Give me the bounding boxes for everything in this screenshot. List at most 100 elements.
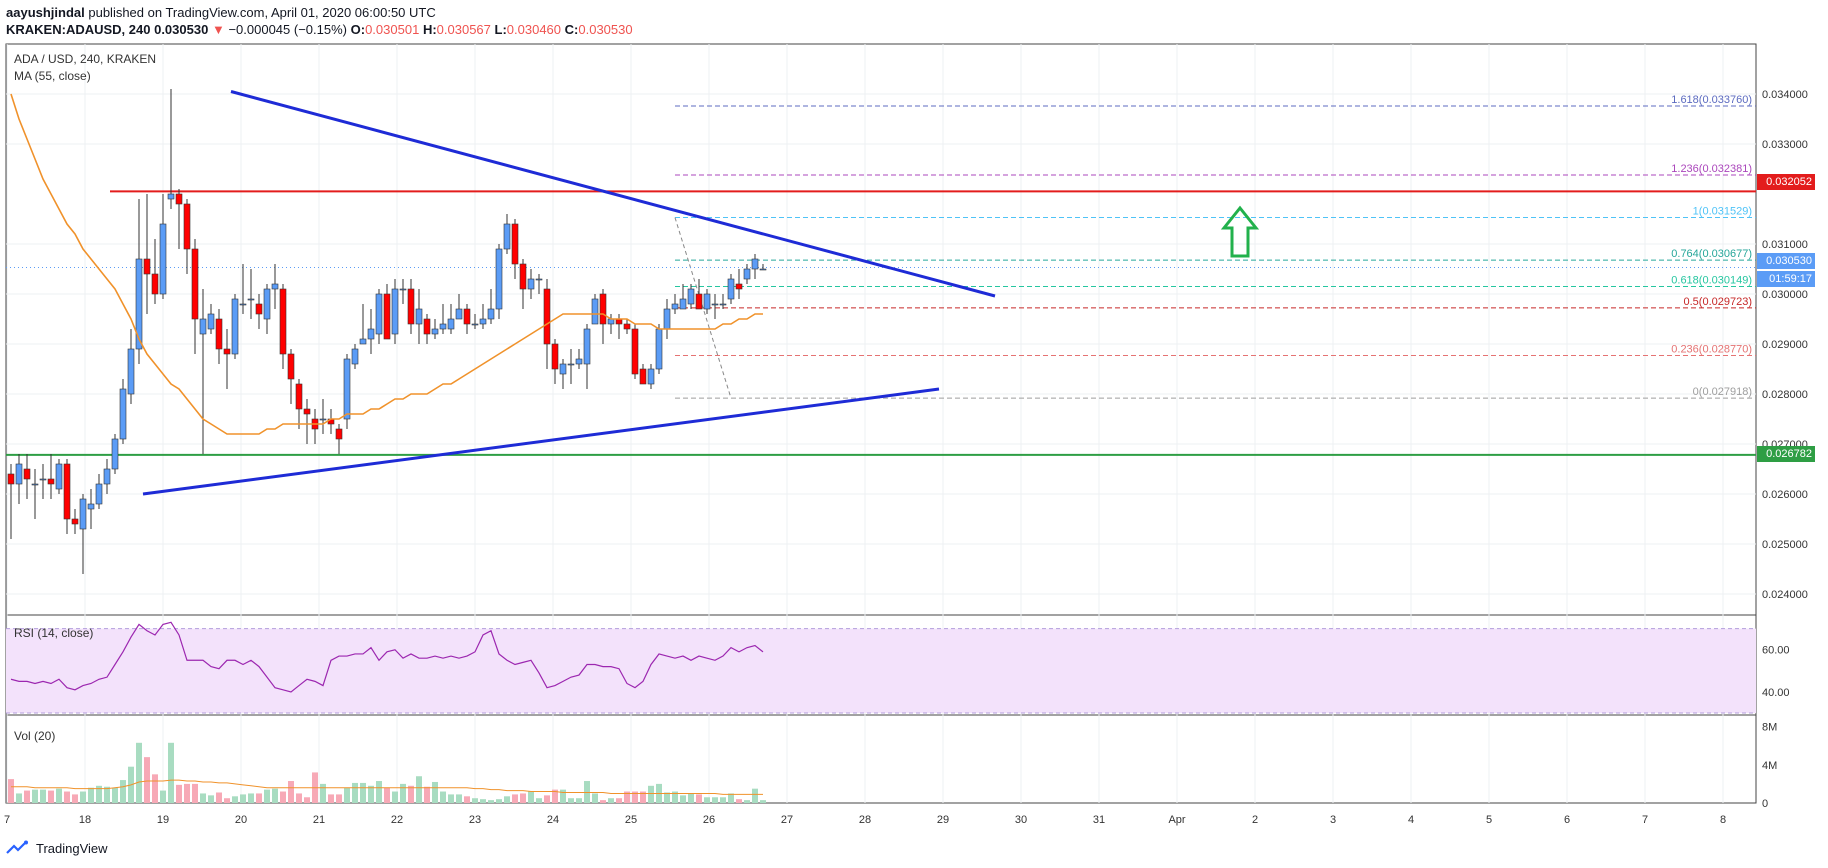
candle-body [343, 358, 351, 420]
volume-bar [568, 798, 574, 803]
candle-body [239, 303, 247, 306]
volume-bar [472, 798, 478, 803]
candle-body [55, 463, 63, 490]
volume-bar [288, 781, 294, 803]
volume-bar [376, 781, 382, 803]
candle-body [207, 313, 215, 330]
volume-bar [112, 787, 118, 803]
y-tick-label: 0.031000 [1762, 239, 1808, 251]
volume-bar [488, 800, 494, 803]
candle-body [623, 323, 631, 330]
candle-body [191, 248, 199, 320]
fib-level-label: 1.618(0.033760) [1671, 94, 1752, 106]
candle-body [535, 278, 543, 281]
candle-body [599, 293, 607, 325]
volume-bar [696, 794, 702, 803]
volume-bar [600, 800, 606, 803]
x-tick-label: 2 [1252, 814, 1258, 826]
candle-body [479, 318, 487, 325]
volume-bar [672, 791, 678, 803]
candle-body [503, 223, 511, 250]
volume-bar [240, 794, 246, 803]
last-price-tag: 0.030530 [1757, 253, 1815, 269]
candle-body [743, 268, 751, 280]
candle-body [263, 288, 271, 320]
candle-body [415, 308, 423, 325]
support-price-tag: 0.026782 [1757, 446, 1815, 462]
tradingview-logo-icon[interactable] [6, 840, 32, 856]
candle-body [471, 323, 479, 326]
volume-bar [8, 779, 14, 803]
volume-bar [160, 790, 166, 803]
x-tick-label: 19 [157, 814, 169, 826]
candle-body [127, 348, 135, 395]
candle-body [711, 303, 719, 306]
volume-bar [152, 774, 158, 803]
candle-body [735, 283, 743, 290]
fib-level-label: 0.764(0.030677) [1671, 248, 1752, 260]
y-tick-label: 0.030000 [1762, 289, 1808, 301]
volume-bar [328, 794, 334, 803]
x-tick-label: 22 [391, 814, 403, 826]
volume-bar [416, 776, 422, 803]
axes: 7 18 19 20 21 22 23 24 25 26 27 28 29 30 31 Apr 2 3 4 5 6 7 80… [4, 89, 1808, 826]
volume-bar [448, 794, 454, 803]
volume-bar [384, 787, 390, 803]
footer: TradingView [6, 840, 108, 856]
candle-body [135, 258, 143, 350]
x-tick-label: 23 [469, 814, 481, 826]
volume-bar [256, 793, 262, 803]
up-arrow-icon[interactable] [1220, 205, 1260, 258]
candle-body [383, 293, 391, 340]
volume-bar [192, 783, 198, 803]
volume-bar [224, 798, 230, 803]
volume-bar [576, 798, 582, 803]
trendlines[interactable] [142, 90, 996, 496]
fib-level-label: 0(0.027918) [1693, 386, 1752, 398]
rsi-indicator-title: RSI (14, close) [14, 626, 94, 640]
candle-body [167, 193, 175, 200]
x-tick-label: 31 [1093, 814, 1105, 826]
countdown-tag: 01:59:17 [1757, 271, 1815, 287]
candle-body [23, 468, 31, 480]
candle-body [151, 273, 159, 295]
volume-bar [144, 757, 150, 803]
x-tick-label: 18 [79, 814, 91, 826]
chart-header: aayushjindal published on TradingView.co… [6, 4, 633, 38]
fib-retracement[interactable]: 1.618(0.033760) 1.236(0.032381) 1(0.031529… [674, 94, 1756, 399]
volume-bar [208, 795, 214, 803]
x-tick-label: 25 [625, 814, 637, 826]
x-tick-label: 26 [703, 814, 715, 826]
ma-line [10, 93, 763, 435]
candle-body [375, 293, 383, 335]
candle-body [359, 338, 367, 345]
volume-bar [176, 784, 182, 803]
candle-body [455, 308, 463, 320]
volume-bar [64, 791, 70, 803]
x-tick-label: 7 [4, 814, 10, 826]
volume-indicator-title: Vol (20) [14, 729, 56, 743]
horizontal-levels[interactable] [6, 190, 1756, 456]
volume-bar [352, 782, 358, 803]
candle-body [63, 463, 71, 520]
candle-body [287, 353, 295, 380]
candle-body [231, 298, 239, 355]
volume-bar [440, 791, 446, 803]
volume-bar [80, 791, 86, 803]
author-name[interactable]: aayushjindal [6, 5, 85, 20]
volume-bar [752, 788, 758, 803]
volume-bar [744, 800, 750, 803]
candle-body [119, 388, 127, 440]
y-tick-label: 0.025000 [1762, 539, 1808, 551]
candle-body [575, 358, 583, 365]
volume-bar [560, 789, 566, 803]
candle-body [183, 203, 191, 250]
x-tick-label: 28 [859, 814, 871, 826]
chart-frame [5, 43, 1757, 804]
y-tick-label: 0.033000 [1762, 139, 1808, 151]
publish-info: published on TradingView.com, April 01, … [84, 5, 436, 20]
candle-body [271, 283, 279, 290]
candle-body [511, 223, 519, 265]
rsi-tick-label: 40.00 [1762, 687, 1790, 699]
